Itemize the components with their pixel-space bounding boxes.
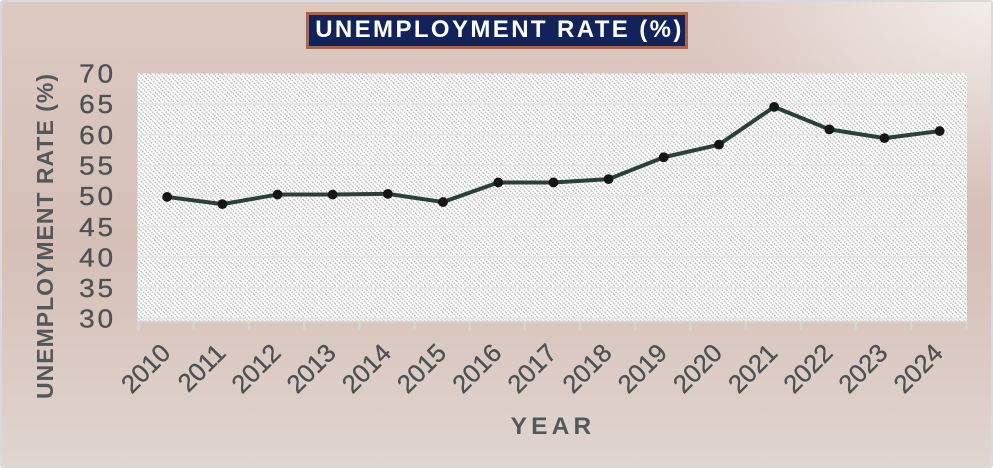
svg-text:UNEMPLOYMENT RATE (%): UNEMPLOYMENT RATE (%) [32, 73, 58, 399]
svg-text:2022: 2022 [778, 339, 838, 399]
svg-text:2013: 2013 [282, 339, 342, 399]
svg-text:2012: 2012 [227, 339, 287, 399]
svg-text:2021: 2021 [723, 339, 783, 399]
svg-text:YEAR: YEAR [511, 413, 596, 440]
svg-text:40: 40 [79, 244, 116, 273]
svg-text:30: 30 [79, 305, 116, 334]
svg-text:35: 35 [79, 274, 116, 303]
svg-text:2023: 2023 [834, 339, 894, 399]
svg-text:70: 70 [79, 60, 116, 89]
svg-text:55: 55 [79, 152, 116, 181]
svg-text:50: 50 [79, 182, 116, 211]
svg-text:2015: 2015 [392, 339, 452, 399]
svg-text:60: 60 [79, 121, 116, 150]
svg-text:2014: 2014 [337, 339, 397, 399]
svg-text:45: 45 [79, 213, 116, 242]
svg-text:2018: 2018 [558, 339, 618, 399]
svg-text:65: 65 [79, 90, 116, 119]
svg-text:2024: 2024 [889, 339, 949, 399]
svg-text:2011: 2011 [173, 339, 232, 398]
svg-text:2016: 2016 [447, 339, 507, 399]
svg-text:2019: 2019 [613, 339, 673, 399]
svg-text:2017: 2017 [503, 339, 563, 399]
svg-text:2010: 2010 [116, 339, 176, 399]
svg-text:2020: 2020 [668, 339, 728, 399]
